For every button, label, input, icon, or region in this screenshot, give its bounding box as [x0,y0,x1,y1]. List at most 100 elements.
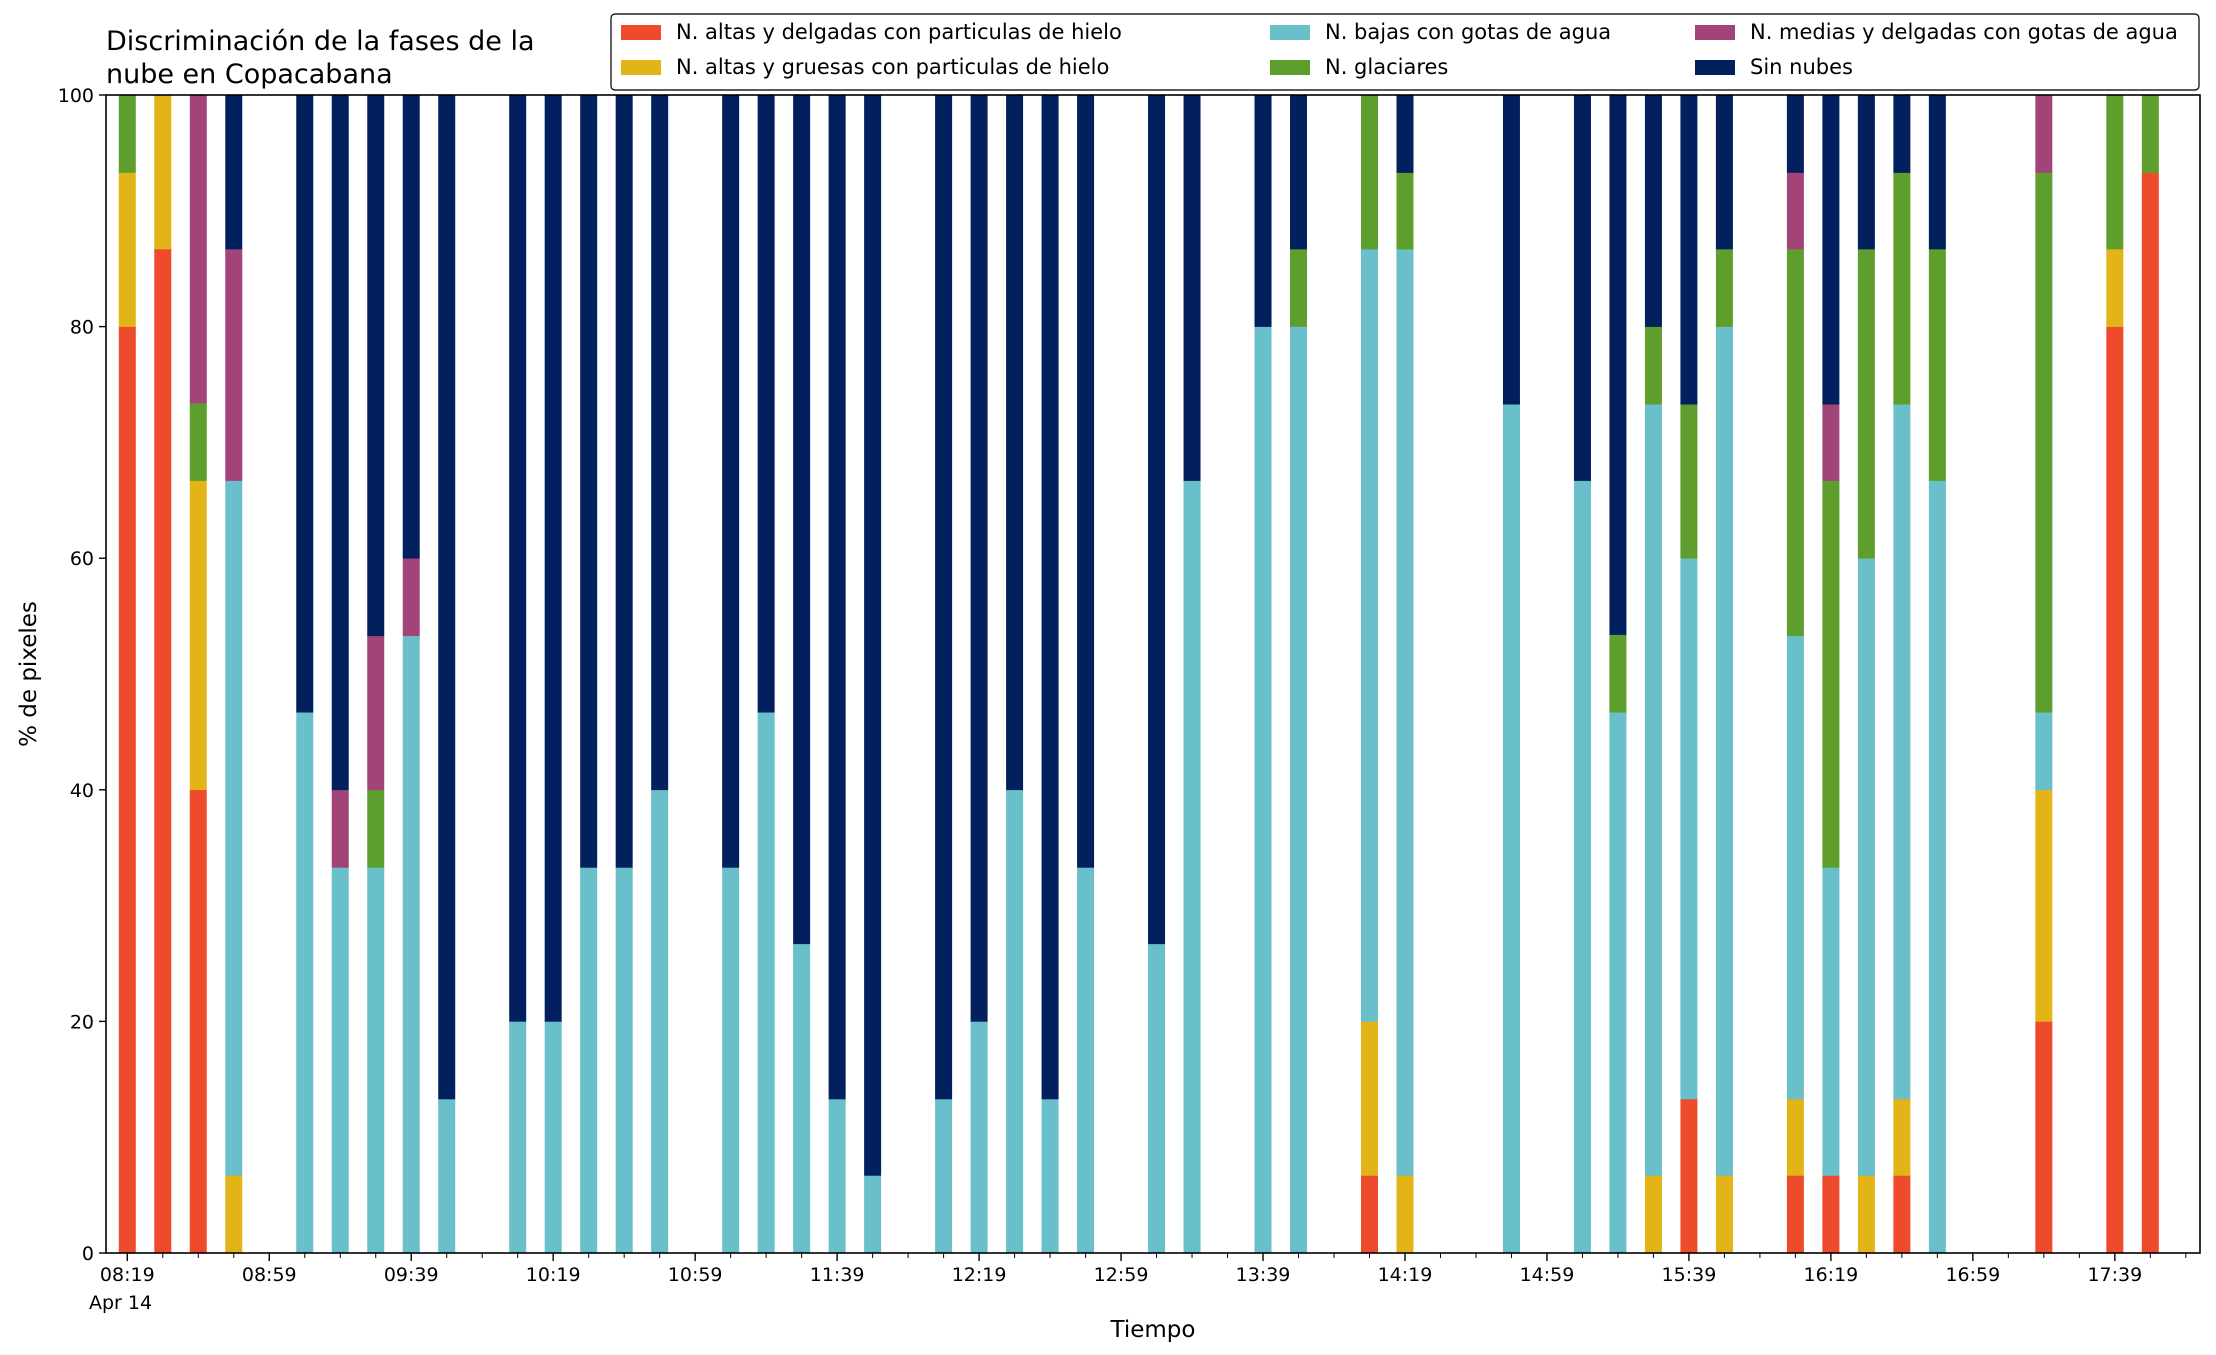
bar-segment-27-3 [1290,249,1308,327]
bar-segment-36-5 [1786,95,1804,173]
legend-items: N. altas y delgadas con particulas de hi… [621,20,2178,79]
y-tick-label-1: 20 [70,1011,94,1033]
bar-segment-35-1 [1715,1175,1733,1254]
bar-segment-32-3 [1609,634,1627,713]
bar-segment-35-3 [1715,249,1733,327]
bar-segment-37-2 [1822,867,1840,1176]
bar-segment-37-3 [1822,480,1840,868]
bar-segment-34-5 [1680,95,1698,405]
bar-segment-43-0 [2141,172,2159,1254]
x-axis-label: Tiempo [1110,1317,1196,1343]
bar-segment-16-2 [793,943,811,1254]
plot-frame [105,94,2201,1254]
bar-segment-38-1 [1857,1175,1875,1254]
bar-segment-18-5 [864,95,882,1176]
bar-segment-28-1 [1361,1021,1378,1176]
bar-segment-11-5 [580,95,598,868]
bar-segment-8-2 [438,1098,456,1254]
bar-segment-36-3 [1786,249,1804,637]
x-tick-sublabel: Apr 14 [89,1292,152,1314]
bar-segment-5-5 [331,95,349,791]
bar-segment-0-1 [118,172,136,327]
legend-swatch-0 [621,25,661,40]
bar-segment-13-5 [651,95,669,791]
bar-segment-37-0 [1822,1175,1840,1254]
bar-segment-19-5 [935,95,953,1100]
legend-label-5: Sin nubes [1750,55,1853,79]
bar-segment-31-5 [1573,95,1591,481]
legend-swatch-5 [1695,60,1735,75]
bar-segment-40-3 [1928,249,1946,481]
x-tick-label-4: 10:59 [668,1264,723,1286]
bar-segment-43-3 [2141,95,2159,173]
bar-segment-38-5 [1857,95,1875,250]
bar-segment-34-2 [1680,558,1698,1100]
bar-segment-25-5 [1183,95,1201,481]
bar-segment-39-5 [1893,95,1911,173]
bar-segment-17-5 [828,95,846,1100]
y-tick-label-3: 60 [70,548,94,570]
bar-segment-41-0 [2035,1021,2053,1254]
bars-layer [118,95,2159,1254]
bar-segment-35-2 [1715,326,1733,1176]
x-tick-label-11: 15:39 [1662,1264,1717,1286]
bar-segment-39-2 [1893,404,1911,1100]
bar-segment-41-3 [2035,172,2053,713]
bar-segment-28-0 [1361,1175,1378,1254]
bar-segment-30-5 [1502,95,1520,405]
bar-segment-36-0 [1786,1175,1804,1254]
chart-title-line-1: Discriminación de la fases de la [106,26,535,57]
x-tick-label-12: 16:19 [1804,1264,1859,1286]
y-tick-label-4: 80 [70,317,94,339]
bar-segment-42-3 [2106,95,2124,250]
bar-segment-0-3 [118,95,136,173]
bar-segment-29-5 [1396,95,1414,173]
bar-segment-30-2 [1502,404,1520,1254]
bar-segment-34-3 [1680,404,1698,559]
bar-segment-1-1 [154,95,172,250]
bar-segment-42-1 [2106,249,2124,327]
x-tick-label-13: 16:59 [1945,1264,2000,1286]
legend-swatch-4 [1695,25,1735,40]
bar-segment-8-5 [438,95,456,1100]
bar-segment-15-2 [757,712,775,1254]
x-tick-label-1: 08:59 [242,1264,297,1286]
chart-title-line-2: nube en Copacabana [106,59,393,90]
bar-segment-5-2 [331,867,349,1254]
bar-segment-36-1 [1786,1098,1804,1176]
bar-segment-28-3 [1361,95,1378,250]
legend-label-3: N. glaciares [1325,55,1448,79]
bar-segment-3-4 [225,249,243,481]
bar-segment-37-5 [1822,95,1840,405]
bar-segment-2-3 [189,403,207,481]
x-tick-label-7: 12:59 [1094,1264,1149,1286]
x-axis: 08:19 08:59 09:39 10:19 10:59 11:39 12:19 12:59… [100,1253,2187,1286]
bar-segment-26-5 [1254,95,1272,327]
legend-label-2: N. bajas con gotas de agua [1325,20,1611,44]
y-axis: 0 20 40 60 80 100 [58,85,106,1265]
bar-segment-23-5 [1077,95,1095,868]
bar-segment-20-2 [970,1021,988,1254]
bar-segment-29-1 [1396,1175,1414,1254]
bar-segment-6-2 [367,867,385,1254]
y-tick-label-2: 40 [70,780,94,802]
bar-segment-12-2 [615,867,633,1254]
legend-label-0: N. altas y delgadas con particulas de hi… [676,20,1122,44]
bar-segment-5-4 [331,789,349,868]
y-tick-label-0: 0 [82,1243,94,1265]
bar-segment-14-5 [722,95,740,868]
bar-segment-22-5 [1041,95,1059,1100]
bar-segment-21-5 [1006,95,1024,791]
bar-segment-9-5 [509,95,527,1022]
x-tick-label-2: 09:39 [384,1264,439,1286]
x-tick-label-6: 12:19 [952,1264,1007,1286]
y-tick-label-5: 100 [58,85,94,107]
legend-label-4: N. medias y delgadas con gotas de agua [1750,20,2178,44]
bar-segment-32-5 [1609,95,1627,635]
y-axis-label: % de pixeles [16,601,42,747]
legend-label-1: N. altas y gruesas con particulas de hie… [676,55,1109,79]
bar-segment-41-1 [2035,789,2053,1022]
bar-segment-17-2 [828,1098,846,1254]
x-tick-label-9: 14:19 [1378,1264,1433,1286]
